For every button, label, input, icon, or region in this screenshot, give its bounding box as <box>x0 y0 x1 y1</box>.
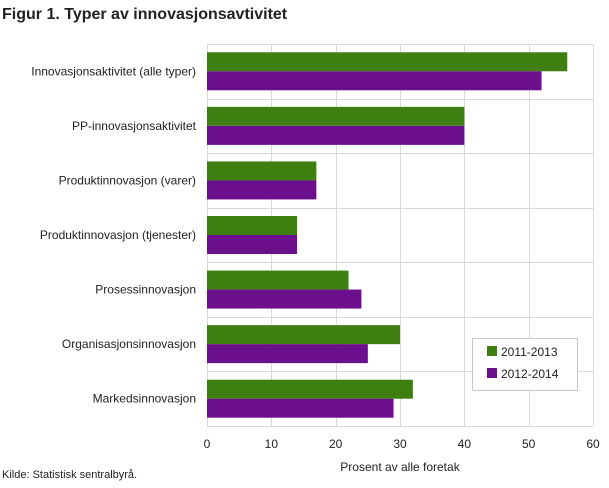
bar-2012-2014 <box>207 125 465 145</box>
x-tick-label: 20 <box>329 437 343 451</box>
category-label: Innovasjonsaktivitet (alle typer) <box>31 64 196 78</box>
category-label: Organisasjonsinnovasjon <box>62 337 196 351</box>
legend-label: 2011-2013 <box>501 345 558 359</box>
category-labels: Innovasjonsaktivitet (alle typer) PP-inno… <box>31 64 196 405</box>
bars <box>207 52 568 418</box>
category-label: PP-innovasjonsaktivitet <box>72 119 197 133</box>
bar-2011-2013 <box>207 270 349 290</box>
x-tick-label: 10 <box>265 437 279 451</box>
x-tick-labels: 0 10 20 30 40 50 60 <box>204 437 600 451</box>
x-tick-label: 0 <box>204 437 211 451</box>
grid-lines <box>207 44 594 427</box>
bar-2012-2014 <box>207 398 394 418</box>
x-tick-label: 30 <box>393 437 407 451</box>
category-label: Produktinnovasjon (tjenester) <box>40 228 196 242</box>
bar-2011-2013 <box>207 106 465 126</box>
x-tick-label: 60 <box>586 437 600 451</box>
bar-2012-2014 <box>207 235 298 254</box>
bar-2011-2013 <box>207 52 568 72</box>
legend-swatch <box>487 346 497 356</box>
chart-title: Figur 1. Typer av innovasjonsavtivitet <box>2 6 288 23</box>
category-label: Prosessinnovasjon <box>95 283 196 297</box>
x-tick-label: 50 <box>522 437 536 451</box>
x-tick-label: 40 <box>458 437 472 451</box>
bar-2012-2014 <box>207 71 542 91</box>
category-label: Markedsinnovasjon <box>93 392 196 406</box>
bar-2012-2014 <box>207 344 368 364</box>
legend-swatch <box>487 368 497 378</box>
bar-2011-2013 <box>207 325 400 345</box>
bar-2012-2014 <box>207 289 362 309</box>
source-note: Kilde: Statistisk sentralbyrå. <box>2 469 138 481</box>
bar-2011-2013 <box>207 379 413 399</box>
bar-2011-2013 <box>207 161 317 181</box>
bar-2012-2014 <box>207 180 317 200</box>
legend-label: 2012-2014 <box>501 367 559 381</box>
bar-2011-2013 <box>207 216 298 235</box>
x-axis-title: Prosent av alle foretak <box>340 460 460 474</box>
legend: 2011-2013 2012-2014 <box>472 338 578 391</box>
category-label: Produktinnovasjon (varer) <box>59 173 196 187</box>
